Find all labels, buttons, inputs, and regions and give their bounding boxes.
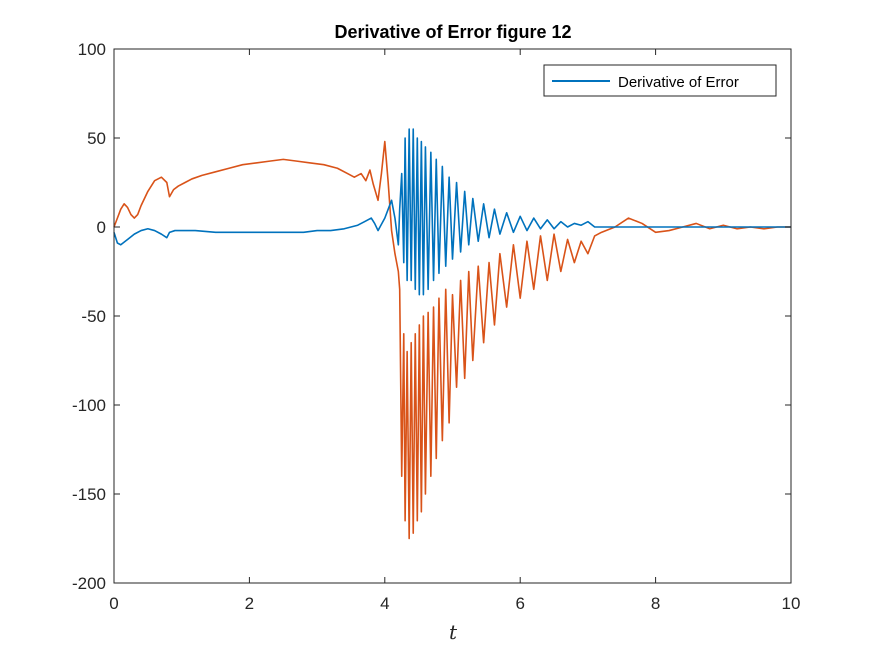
x-axis-label: t [449,620,458,644]
x-tick-label: 8 [651,594,660,613]
series-group [113,128,791,540]
ticks-group: 0 2 4 6 8 10 100 50 0 -50 -100 -150 -200 [72,40,800,613]
x-tick-label: 0 [109,594,118,613]
series-line-2 [113,140,791,540]
x-tick-label: 4 [380,594,389,613]
y-tick-label: -200 [72,574,106,593]
legend-label-derivative-of-error: Derivative of Error [618,74,739,91]
chart-title: Derivative of Error figure 12 [334,22,571,42]
y-tick-label: 50 [87,129,106,148]
x-tick-label: 6 [515,594,524,613]
y-tick-label: 100 [78,40,106,59]
y-tick-label: 0 [97,218,106,237]
series-line-1 [113,128,791,296]
x-tick-label: 2 [245,594,254,613]
y-tick-label: -150 [72,485,106,504]
y-tick-label: -50 [81,307,106,326]
x-tick-label: 10 [782,594,801,613]
legend: Derivative of Error [543,64,777,97]
y-tick-label: -100 [72,396,106,415]
